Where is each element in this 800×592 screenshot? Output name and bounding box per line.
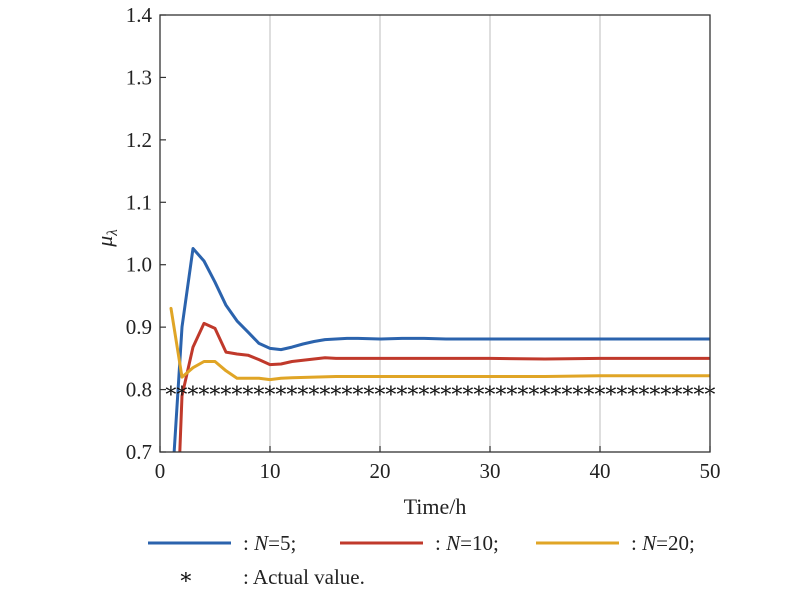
actual-value-marker: ∗ bbox=[219, 378, 234, 403]
actual-value-marker: ∗ bbox=[197, 378, 212, 403]
y-axis-label-subscript: λ bbox=[105, 229, 121, 237]
actual-value-marker: ∗ bbox=[252, 378, 267, 403]
actual-value-marker: ∗ bbox=[274, 378, 289, 403]
actual-value-marker: ∗ bbox=[175, 378, 190, 403]
y-axis-label: μλ bbox=[92, 229, 121, 248]
actual-value-marker: ∗ bbox=[351, 378, 366, 403]
actual-value-marker: ∗ bbox=[582, 378, 597, 403]
actual-value-marker: ∗ bbox=[362, 378, 377, 403]
actual-value-marker: ∗ bbox=[318, 378, 333, 403]
actual-value-marker: ∗ bbox=[164, 378, 179, 403]
x-axis-label: Time/h bbox=[404, 494, 467, 519]
actual-value-marker: ∗ bbox=[186, 378, 201, 403]
actual-value-marker: ∗ bbox=[670, 378, 685, 403]
actual-value-marker: ∗ bbox=[296, 378, 311, 403]
actual-value-marker: ∗ bbox=[538, 378, 553, 403]
x-tick-label: 0 bbox=[155, 459, 166, 483]
actual-value-marker: ∗ bbox=[527, 378, 542, 403]
x-tick-label: 30 bbox=[480, 459, 501, 483]
actual-value-marker: ∗ bbox=[593, 378, 608, 403]
actual-value-marker: ∗ bbox=[428, 378, 443, 403]
actual-value-marker: ∗ bbox=[516, 378, 531, 403]
actual-value-marker: ∗ bbox=[439, 378, 454, 403]
actual-value-marker: ∗ bbox=[373, 378, 388, 403]
legend-label-n-5: : N=5; bbox=[243, 531, 296, 555]
actual-value-marker: ∗ bbox=[692, 378, 707, 403]
plot-frame bbox=[159, 14, 711, 453]
actual-value-marker: ∗ bbox=[285, 378, 300, 403]
series-line-n-20 bbox=[169, 306, 710, 382]
y-tick-label: 1.4 bbox=[126, 3, 153, 27]
axis-ticks: 0 10 20 30 40 50 0.7 0.8 0.9 1.0 1.1 1.2 1.3 1.4 bbox=[126, 3, 721, 483]
actual-value-marker: ∗ bbox=[560, 378, 575, 403]
actual-value-marker: ∗ bbox=[230, 378, 245, 403]
legend-label-n-20: : N=20; bbox=[631, 531, 695, 555]
actual-value-marker: ∗ bbox=[340, 378, 355, 403]
x-tick-label: 40 bbox=[590, 459, 611, 483]
y-tick-label: 1.0 bbox=[126, 253, 152, 277]
legend: : N=5; : N=10; : N=20; ∗ : Actual value. bbox=[148, 531, 695, 589]
actual-value-marker: ∗ bbox=[571, 378, 586, 403]
y-tick-label: 0.8 bbox=[126, 378, 152, 402]
actual-value-marker: ∗ bbox=[417, 378, 432, 403]
x-tick-label: 20 bbox=[370, 459, 391, 483]
actual-value-marker: ∗ bbox=[483, 378, 498, 403]
actual-value-marker: ∗ bbox=[637, 378, 652, 403]
actual-value-marker: ∗ bbox=[604, 378, 619, 403]
actual-value-marker: ∗ bbox=[615, 378, 630, 403]
actual-value-marker: ∗ bbox=[241, 378, 256, 403]
actual-value-marker: ∗ bbox=[626, 378, 641, 403]
legend-swatch-actual-value: ∗ bbox=[179, 564, 194, 589]
legend-label-n-10: : N=10; bbox=[435, 531, 499, 555]
actual-value-marker: ∗ bbox=[505, 378, 520, 403]
actual-value-marker: ∗ bbox=[494, 378, 509, 403]
x-tick-label: 50 bbox=[700, 459, 721, 483]
y-tick-label: 1.2 bbox=[126, 128, 152, 152]
series-line-n-10 bbox=[178, 321, 710, 452]
legend-label-actual-value: : Actual value. bbox=[243, 565, 365, 589]
actual-value-marker: ∗ bbox=[406, 378, 421, 403]
actual-value-marker: ∗ bbox=[307, 378, 322, 403]
plot-series bbox=[169, 247, 710, 452]
actual-value-marker: ∗ bbox=[450, 378, 465, 403]
actual-value-marker: ∗ bbox=[329, 378, 344, 403]
y-tick-label: 0.7 bbox=[126, 440, 152, 464]
actual-value-marker: ∗ bbox=[549, 378, 564, 403]
y-axis-label-symbol: μ bbox=[92, 236, 117, 248]
actual-value-marker: ∗ bbox=[395, 378, 410, 403]
actual-value-marker: ∗ bbox=[461, 378, 476, 403]
actual-value-marker: ∗ bbox=[263, 378, 278, 403]
series-line-n-5 bbox=[172, 247, 710, 452]
actual-value-markers: ∗∗∗∗∗∗∗∗∗∗∗∗∗∗∗∗∗∗∗∗∗∗∗∗∗∗∗∗∗∗∗∗∗∗∗∗∗∗∗∗… bbox=[164, 378, 718, 403]
actual-value-marker: ∗ bbox=[681, 378, 696, 403]
x-tick-label: 10 bbox=[260, 459, 281, 483]
y-tick-label: 1.3 bbox=[126, 65, 152, 89]
y-tick-label: 1.1 bbox=[126, 190, 152, 214]
y-tick-label: 0.9 bbox=[126, 315, 152, 339]
actual-value-marker: ∗ bbox=[384, 378, 399, 403]
actual-value-marker: ∗ bbox=[659, 378, 674, 403]
actual-value-marker: ∗ bbox=[648, 378, 663, 403]
actual-value-marker: ∗ bbox=[208, 378, 223, 403]
actual-value-marker: ∗ bbox=[472, 378, 487, 403]
